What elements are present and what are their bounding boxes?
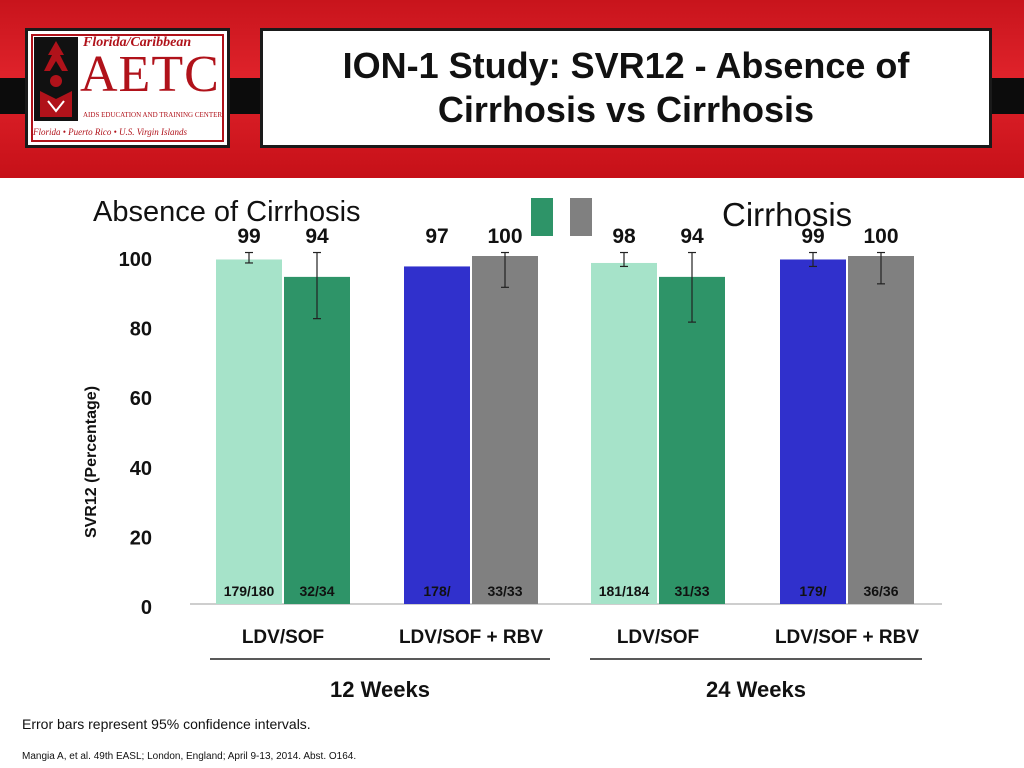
y-tick-label: 80 [130,319,152,341]
legend-label-absence: Absence of Cirrhosis [93,196,361,228]
bar [404,266,470,604]
group-label: 24 Weeks [706,677,806,702]
bar-value-label: 98 [612,225,636,248]
bar-count-label: 178/ [423,583,450,599]
bar-count-label: 31/33 [674,583,709,599]
bar-value-label: 97 [425,225,448,248]
bar-value-label: 99 [801,225,824,248]
legend-swatch-cirrhosis [570,198,592,236]
bar-count-label: 179/ [799,583,826,599]
y-tick-label: 100 [119,249,152,271]
y-tick-label: 40 [130,458,152,480]
bar [591,262,657,604]
bar-value-label: 100 [863,225,898,248]
bar-count-label: 179/180 [224,583,275,599]
footnote: Error bars represent 95% confidence inte… [22,716,311,732]
bar-value-label: 94 [305,225,329,248]
y-tick-label: 60 [130,388,152,410]
bar [216,259,282,604]
legend-swatch-absence [531,198,553,236]
logo-figure-icon [34,37,78,121]
bar-count-label: 33/33 [487,583,522,599]
aetc-logo: Florida/Caribbean AETC AIDS EDUCATION AN… [25,28,230,148]
regimen-label: LDV/SOF + RBV [399,627,543,648]
logo-frame [31,34,224,142]
citation: Mangia A, et al. 49th EASL; London, Engl… [22,751,357,762]
bar [780,259,846,604]
bar [284,276,350,604]
legend-label-cirrhosis: Cirrhosis [722,196,853,233]
slide-title: ION-1 Study: SVR12 - Absence of Cirrhosi… [342,45,910,130]
bar [848,256,914,604]
regimen-label: LDV/SOF + RBV [775,627,919,648]
bar [472,256,538,604]
title-box: ION-1 Study: SVR12 - Absence of Cirrhosi… [260,28,992,148]
logo-main-text: AETC [80,46,220,103]
logo-sub-text: AIDS EDUCATION AND TRAINING CENTER [83,111,223,119]
bar [659,276,725,604]
bar-value-label: 94 [680,225,704,248]
bar-value-label: 100 [487,225,522,248]
logo-top-text: Florida/Caribbean [83,35,192,50]
y-axis-label: SVR12 (Percentage) [83,386,100,538]
bar-count-label: 32/34 [299,583,334,599]
bar-value-label: 99 [237,225,260,248]
regimen-label: LDV/SOF [617,627,699,648]
y-tick-label: 0 [141,597,152,619]
logo-foot-text: Florida • Puerto Rico • U.S. Virgin Isla… [33,127,188,137]
y-tick-label: 20 [130,527,152,549]
group-label: 12 Weeks [330,677,430,702]
bar-count-label: 181/184 [599,583,650,599]
bar-count-label: 36/36 [863,583,898,599]
regimen-label: LDV/SOF [242,627,324,648]
